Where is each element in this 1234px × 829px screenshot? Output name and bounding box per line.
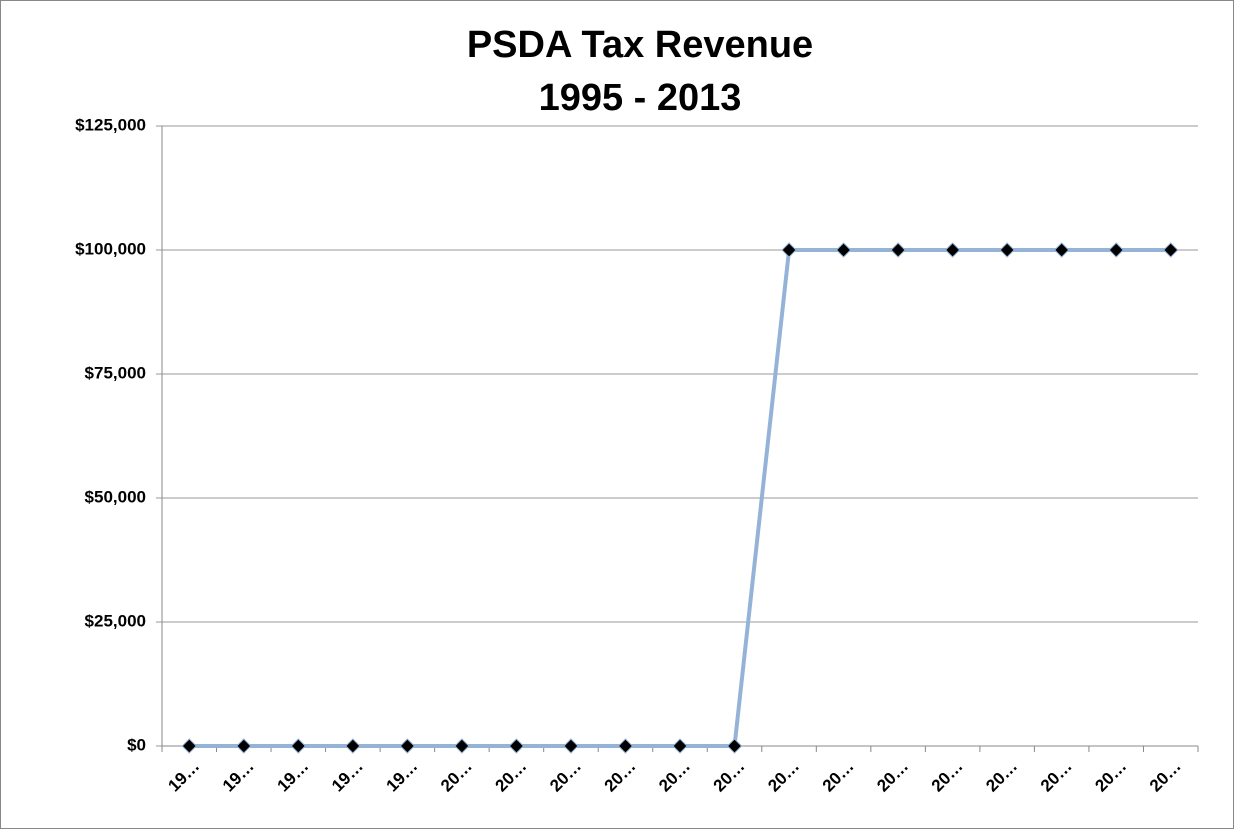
marker [1108, 242, 1124, 258]
marker [890, 242, 906, 258]
marker [236, 738, 252, 754]
marker [563, 738, 579, 754]
marker [181, 738, 197, 754]
marker [672, 738, 688, 754]
y-tick-label: $100,000 [75, 239, 146, 258]
marker [290, 738, 307, 754]
marker [835, 242, 852, 258]
y-tick-label: $75,000 [85, 363, 146, 382]
y-tick-label: $0 [127, 735, 146, 754]
marker [454, 738, 470, 754]
chart-subtitle: 1995 - 2013 [539, 77, 742, 119]
marker [508, 738, 525, 754]
marker [617, 738, 634, 754]
marker [781, 242, 797, 258]
y-tick-label: $50,000 [85, 487, 146, 506]
chart-title: PSDA Tax Revenue [467, 24, 813, 66]
marker [1163, 242, 1179, 258]
marker [399, 738, 416, 754]
marker [944, 242, 961, 258]
marker [1053, 242, 1070, 258]
marker [726, 738, 743, 754]
y-tick-label: $25,000 [85, 611, 146, 630]
marker [999, 242, 1015, 258]
marker [345, 738, 361, 754]
y-tick-label: $125,000 [75, 115, 146, 134]
